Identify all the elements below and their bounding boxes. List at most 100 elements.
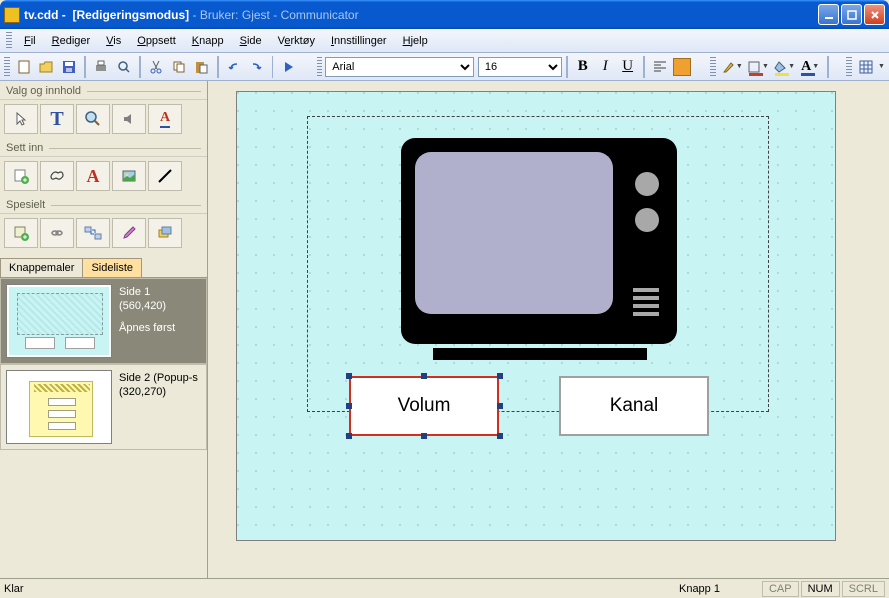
title-text: tv.cdd - [Redigeringsmodus] - Bruker: Gj… xyxy=(24,8,818,22)
status-ready: Klar xyxy=(4,583,679,595)
eyedropper-tool[interactable] xyxy=(112,218,146,248)
new-button[interactable] xyxy=(14,56,35,78)
text-style-tool[interactable]: A xyxy=(148,104,182,134)
menu-rediger[interactable]: Rediger xyxy=(44,33,99,49)
toolbar3-grip xyxy=(710,57,716,77)
sel-handle[interactable] xyxy=(497,403,503,409)
undo-button[interactable] xyxy=(224,56,245,78)
toolbar-grip xyxy=(4,57,10,77)
zoom-tool[interactable] xyxy=(76,104,110,134)
link-tool[interactable] xyxy=(40,218,74,248)
print-button[interactable] xyxy=(91,56,112,78)
paste-button[interactable] xyxy=(191,56,212,78)
align-swatch-button[interactable] xyxy=(672,56,692,78)
sel-handle[interactable] xyxy=(421,433,427,439)
tab-knappemaler[interactable]: Knappemaler xyxy=(0,258,83,277)
border-color2-button[interactable]: ▼ xyxy=(746,56,770,78)
run-button[interactable] xyxy=(278,56,299,78)
volum-label: Volum xyxy=(398,395,451,417)
border-color-button[interactable]: ▼ xyxy=(720,56,744,78)
status-scrl: SCRL xyxy=(842,581,885,597)
canvas-page[interactable]: Volum Kanal xyxy=(236,91,836,541)
toolbar-sep xyxy=(827,56,829,78)
insert-line-tool[interactable] xyxy=(148,161,182,191)
insert-text-tool[interactable]: A xyxy=(76,161,110,191)
pointer-tool[interactable] xyxy=(4,104,38,134)
page-dims: (320,270) xyxy=(119,385,198,399)
layers-tool[interactable] xyxy=(148,218,182,248)
text-color-button[interactable]: A▼ xyxy=(798,56,822,78)
page-thumb-1 xyxy=(7,285,111,357)
menu-vis[interactable]: Vis xyxy=(98,33,129,49)
special-1-tool[interactable] xyxy=(4,218,38,248)
sidebar: Valg og innhold T A Sett inn A Spesielt … xyxy=(0,81,208,578)
workspace: Valg og innhold T A Sett inn A Spesielt … xyxy=(0,81,889,578)
font-combo[interactable]: Arial xyxy=(325,57,474,77)
cut-button[interactable] xyxy=(146,56,167,78)
section-sett: Sett inn xyxy=(0,138,207,157)
toolbar-sep xyxy=(272,56,274,78)
maximize-button[interactable] xyxy=(841,4,862,25)
title-sep3: - xyxy=(273,8,280,22)
fill-color-button[interactable]: ▼ xyxy=(772,56,796,78)
redo-button[interactable] xyxy=(246,56,267,78)
sel-handle[interactable] xyxy=(346,433,352,439)
text-tool[interactable]: T xyxy=(40,104,74,134)
canvas-button-kanal[interactable]: Kanal xyxy=(559,376,709,436)
sidebar-tabs: Knappemaler Sideliste xyxy=(0,258,207,278)
tv-speaker-lines xyxy=(633,288,659,320)
grid-dropdown[interactable]: ▼ xyxy=(878,63,885,70)
menu-knapp[interactable]: Knapp xyxy=(184,33,232,49)
size-combo[interactable]: 16 xyxy=(478,57,562,77)
app-icon xyxy=(4,7,20,23)
grid-button[interactable] xyxy=(856,56,876,78)
sel-handle[interactable] xyxy=(497,433,503,439)
tab-sideliste[interactable]: Sideliste xyxy=(82,258,142,277)
canvas-button-volum[interactable]: Volum xyxy=(349,376,499,436)
insert-page-tool[interactable] xyxy=(4,161,38,191)
open-button[interactable] xyxy=(36,56,57,78)
title-user: Gjest xyxy=(242,8,270,22)
menu-verktoy[interactable]: Verktøy xyxy=(270,33,323,49)
save-button[interactable] xyxy=(59,56,80,78)
preview-button[interactable] xyxy=(114,56,135,78)
page-info-2: Side 2 (Popup-s (320,270) xyxy=(119,371,198,443)
status-object: Knapp 1 xyxy=(679,583,760,595)
title-app: Communicator xyxy=(281,8,359,22)
toolbar-main: Arial 16 B I U ▼ ▼ ▼ A▼ ▼ xyxy=(0,53,889,81)
menu-innstillinger[interactable]: Innstillinger xyxy=(323,33,395,49)
menu-oppsett[interactable]: Oppsett xyxy=(129,33,184,49)
sel-handle[interactable] xyxy=(346,373,352,379)
page-info-1: Side 1 (560,420) Åpnes først xyxy=(119,285,175,357)
bold-button[interactable]: B xyxy=(573,56,593,78)
sound-tool[interactable] xyxy=(112,104,146,134)
underline-button[interactable]: U xyxy=(617,56,637,78)
menu-hjelp[interactable]: Hjelp xyxy=(395,33,436,49)
status-num: NUM xyxy=(801,581,840,597)
title-sep1: - xyxy=(62,8,73,22)
status-cap: CAP xyxy=(762,581,799,597)
sel-handle[interactable] xyxy=(346,403,352,409)
window-buttons xyxy=(818,4,885,25)
page-item-2[interactable]: Side 2 (Popup-s (320,270) xyxy=(0,364,207,450)
copy-button[interactable] xyxy=(169,56,190,78)
close-button[interactable] xyxy=(864,4,885,25)
tools-sett: A xyxy=(0,157,207,195)
minimize-button[interactable] xyxy=(818,4,839,25)
italic-button[interactable]: I xyxy=(595,56,615,78)
sel-handle[interactable] xyxy=(497,373,503,379)
menu-fil[interactable]: Fil xyxy=(16,33,44,49)
menu-side[interactable]: Side xyxy=(232,33,270,49)
title-file: tv.cdd xyxy=(24,8,58,22)
tv-body[interactable] xyxy=(401,138,677,344)
sel-handle[interactable] xyxy=(421,373,427,379)
align-left-button[interactable] xyxy=(650,56,670,78)
insert-image-tool[interactable] xyxy=(112,161,146,191)
title-sep2: - xyxy=(192,8,199,22)
menubar: Fil Rediger Vis Oppsett Knapp Side Verkt… xyxy=(0,29,889,53)
page-item-1[interactable]: Side 1 (560,420) Åpnes først xyxy=(0,278,207,364)
toolbar2-grip xyxy=(317,57,323,77)
insert-shape-tool[interactable] xyxy=(40,161,74,191)
tv-knob-2 xyxy=(635,208,659,232)
swap-tool[interactable] xyxy=(76,218,110,248)
